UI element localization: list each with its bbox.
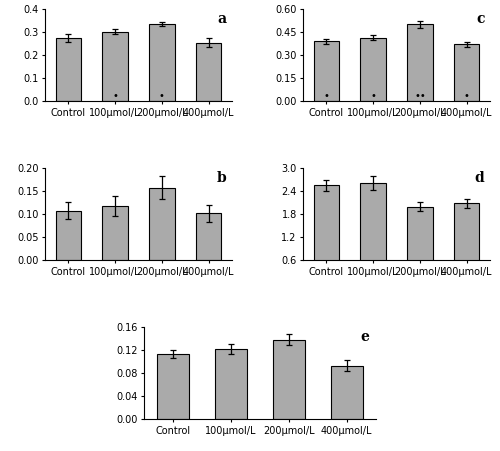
Bar bbox=[215, 349, 247, 419]
Text: •: • bbox=[370, 91, 376, 101]
Text: •: • bbox=[324, 91, 330, 101]
Text: c: c bbox=[476, 12, 484, 26]
Text: •: • bbox=[159, 91, 165, 101]
Text: •: • bbox=[464, 91, 469, 101]
Bar bbox=[56, 211, 81, 260]
Bar bbox=[331, 366, 362, 419]
Bar bbox=[158, 354, 189, 419]
Text: d: d bbox=[474, 171, 484, 185]
Bar bbox=[314, 41, 340, 101]
Bar bbox=[360, 183, 386, 284]
Bar bbox=[56, 38, 81, 101]
Bar bbox=[102, 206, 128, 260]
Bar bbox=[196, 213, 222, 260]
Bar bbox=[149, 188, 174, 260]
Bar bbox=[454, 203, 479, 284]
Text: b: b bbox=[216, 171, 226, 185]
Bar bbox=[273, 340, 305, 419]
Bar bbox=[454, 45, 479, 101]
Text: a: a bbox=[217, 12, 226, 26]
Bar bbox=[407, 24, 432, 101]
Bar bbox=[360, 37, 386, 101]
Bar bbox=[407, 207, 432, 284]
Text: •: • bbox=[112, 91, 118, 101]
Bar bbox=[314, 185, 340, 284]
Text: ••: •• bbox=[414, 91, 426, 101]
Bar bbox=[102, 32, 128, 101]
Bar bbox=[149, 24, 174, 101]
Text: e: e bbox=[360, 330, 369, 344]
Bar bbox=[196, 42, 222, 101]
